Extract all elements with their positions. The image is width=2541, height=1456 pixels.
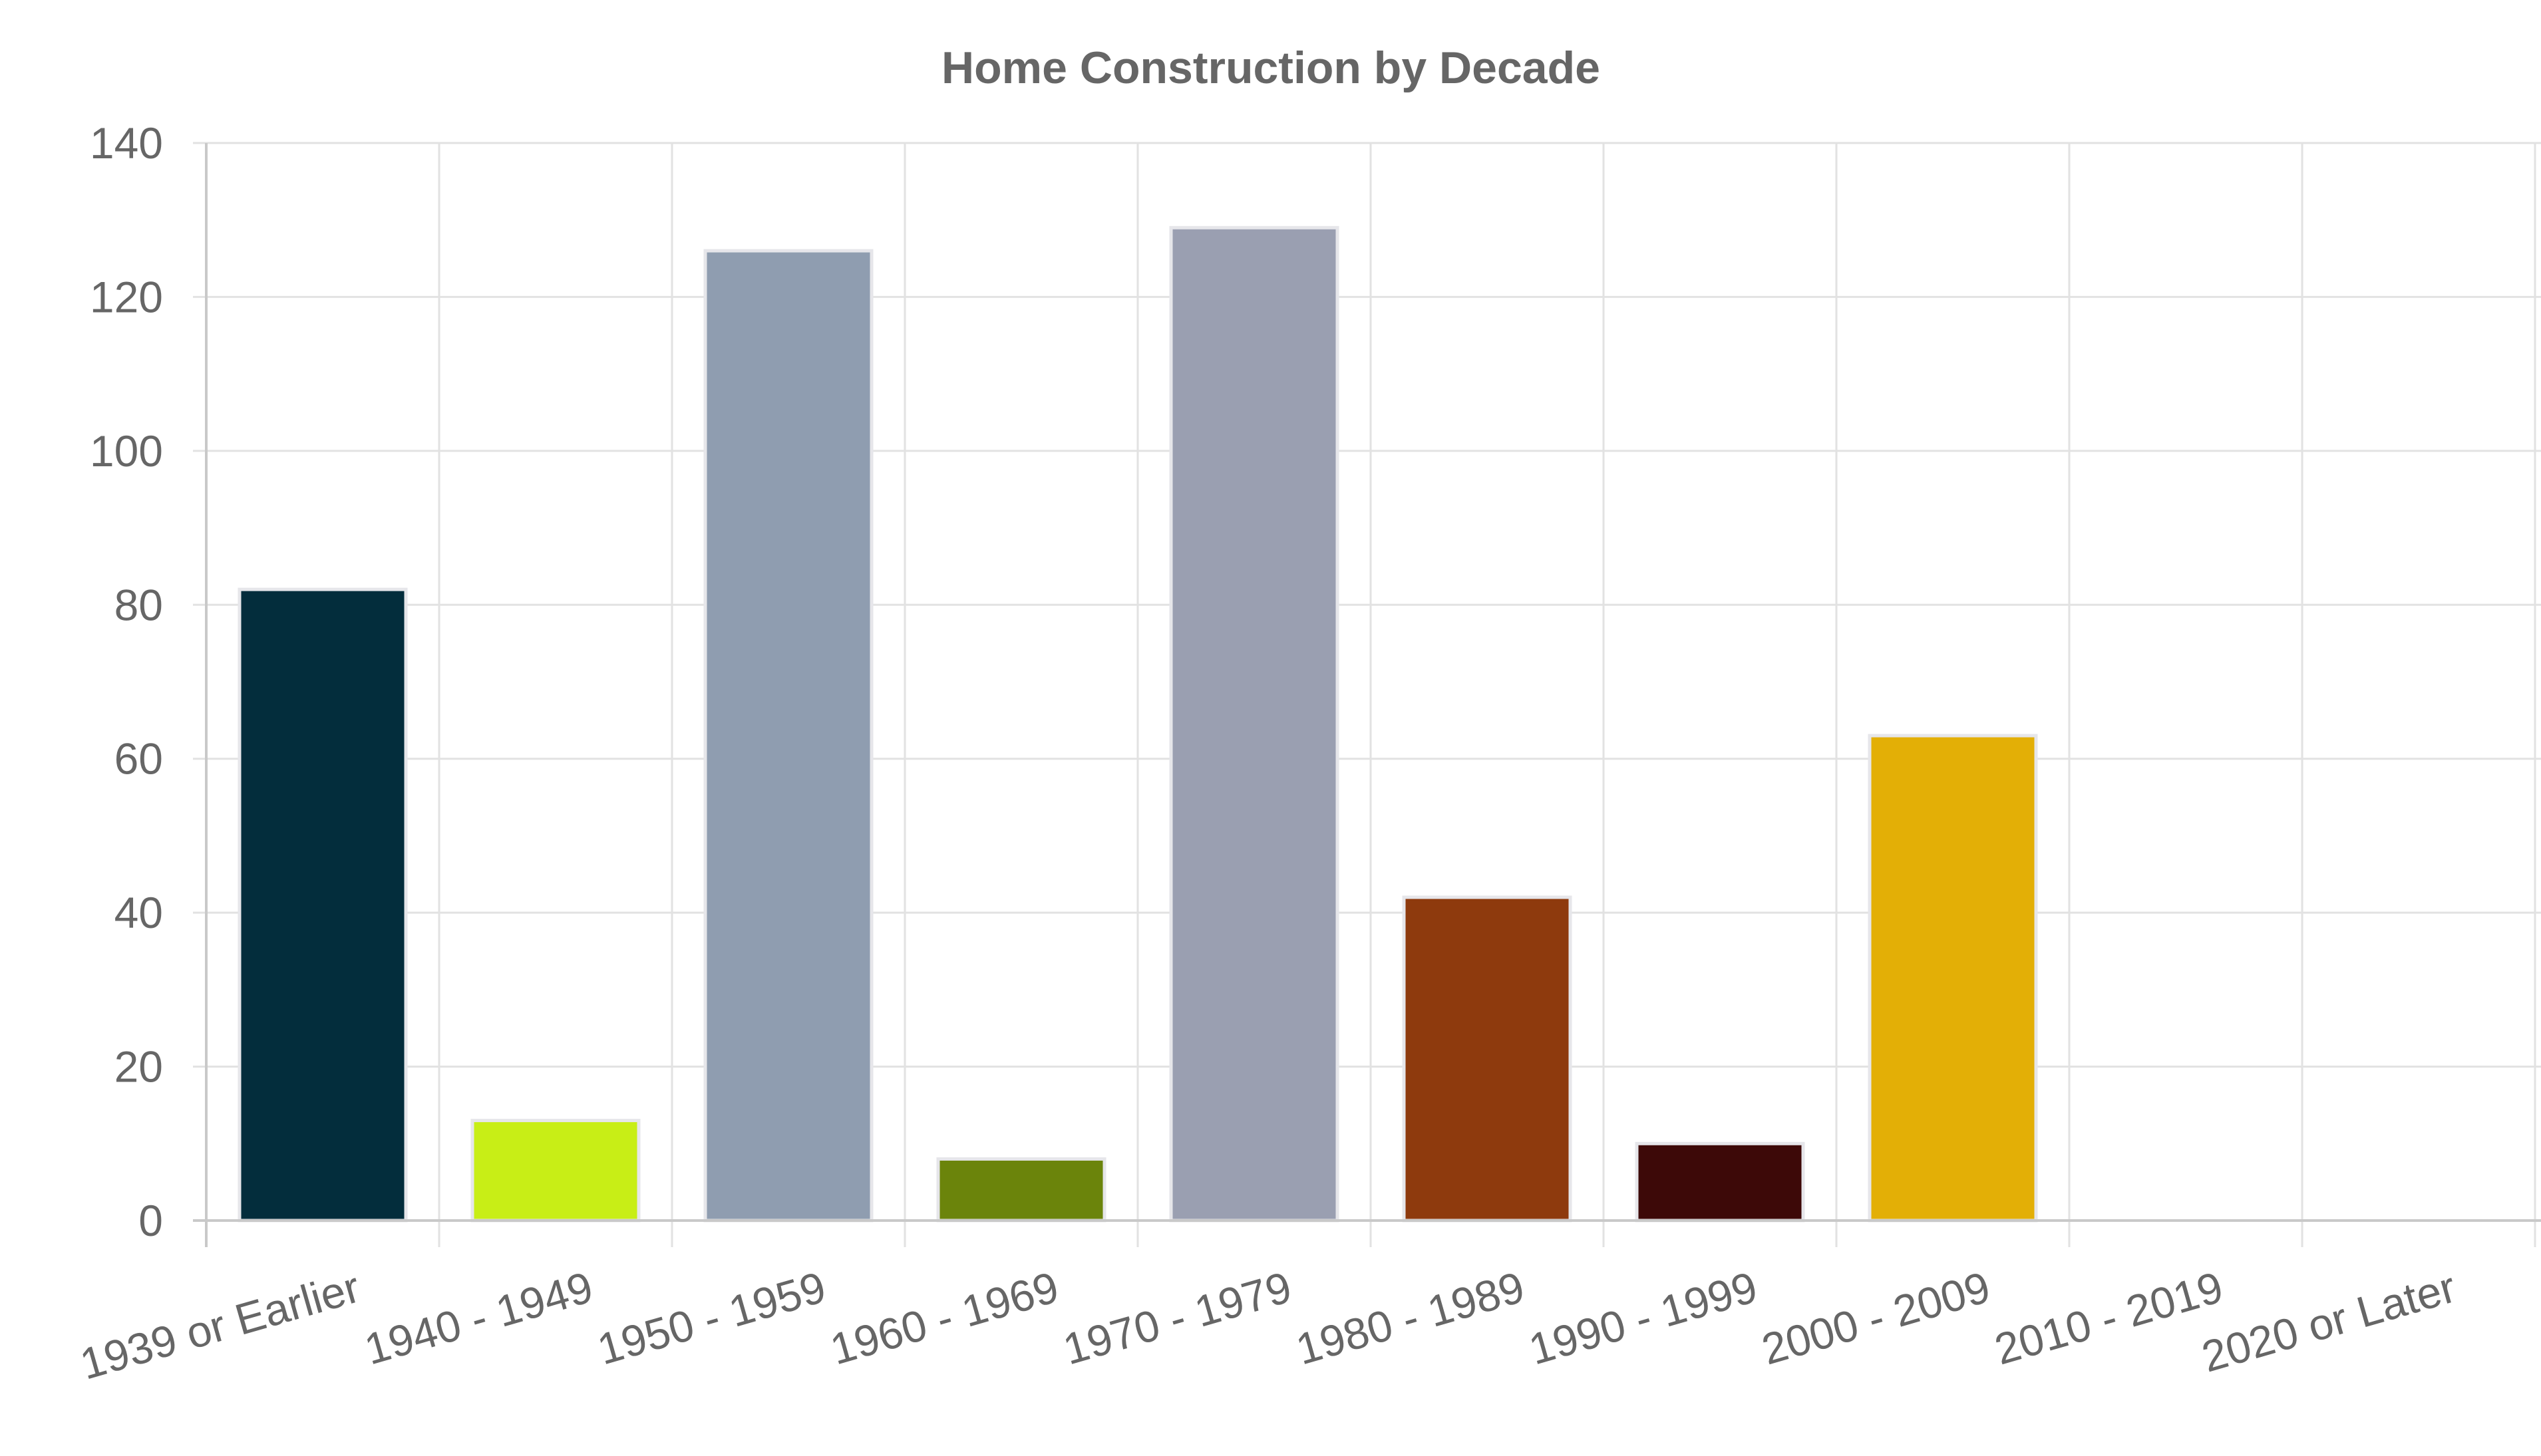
bar bbox=[1402, 895, 1572, 1223]
x-tick-label: 2010 - 2019 bbox=[1989, 1262, 2228, 1374]
y-tick-label: 100 bbox=[90, 426, 163, 476]
chart-title: Home Construction by Decade bbox=[941, 43, 1600, 93]
bar bbox=[1868, 734, 2038, 1223]
bar bbox=[936, 1157, 1106, 1223]
x-tick-label: 1980 - 1989 bbox=[1291, 1262, 1530, 1374]
x-tick-label: 2020 or Later bbox=[2196, 1262, 2461, 1381]
y-tick-label: 0 bbox=[138, 1196, 163, 1245]
y-tick-label: 20 bbox=[114, 1042, 163, 1092]
bar bbox=[1169, 225, 1339, 1223]
grid bbox=[193, 142, 2541, 1247]
bars bbox=[238, 225, 2038, 1223]
bar bbox=[703, 249, 874, 1223]
x-tick-label: 1960 - 1969 bbox=[825, 1262, 1064, 1374]
y-tick-label: 60 bbox=[114, 734, 163, 784]
x-tick-label: 1950 - 1959 bbox=[592, 1262, 831, 1374]
bar bbox=[238, 587, 408, 1223]
x-tick-label: 1970 - 1979 bbox=[1058, 1262, 1297, 1374]
y-tick-label: 80 bbox=[114, 580, 163, 629]
y-tick-label: 140 bbox=[90, 118, 163, 168]
y-tick-label: 40 bbox=[114, 888, 163, 937]
x-tick-label: 1939 or Earlier bbox=[75, 1262, 365, 1388]
axes bbox=[193, 143, 2541, 1247]
bar bbox=[1635, 1141, 1805, 1223]
y-tick-label: 120 bbox=[90, 272, 163, 321]
bar bbox=[470, 1119, 641, 1223]
x-tick-label: 1940 - 1949 bbox=[359, 1262, 598, 1374]
x-tick-label: 1990 - 1999 bbox=[1524, 1262, 1763, 1374]
y-axis-ticks: 0 20 40 60 80 100 120 140 bbox=[90, 118, 163, 1245]
x-tick-label: 2000 - 2009 bbox=[1757, 1262, 1995, 1374]
